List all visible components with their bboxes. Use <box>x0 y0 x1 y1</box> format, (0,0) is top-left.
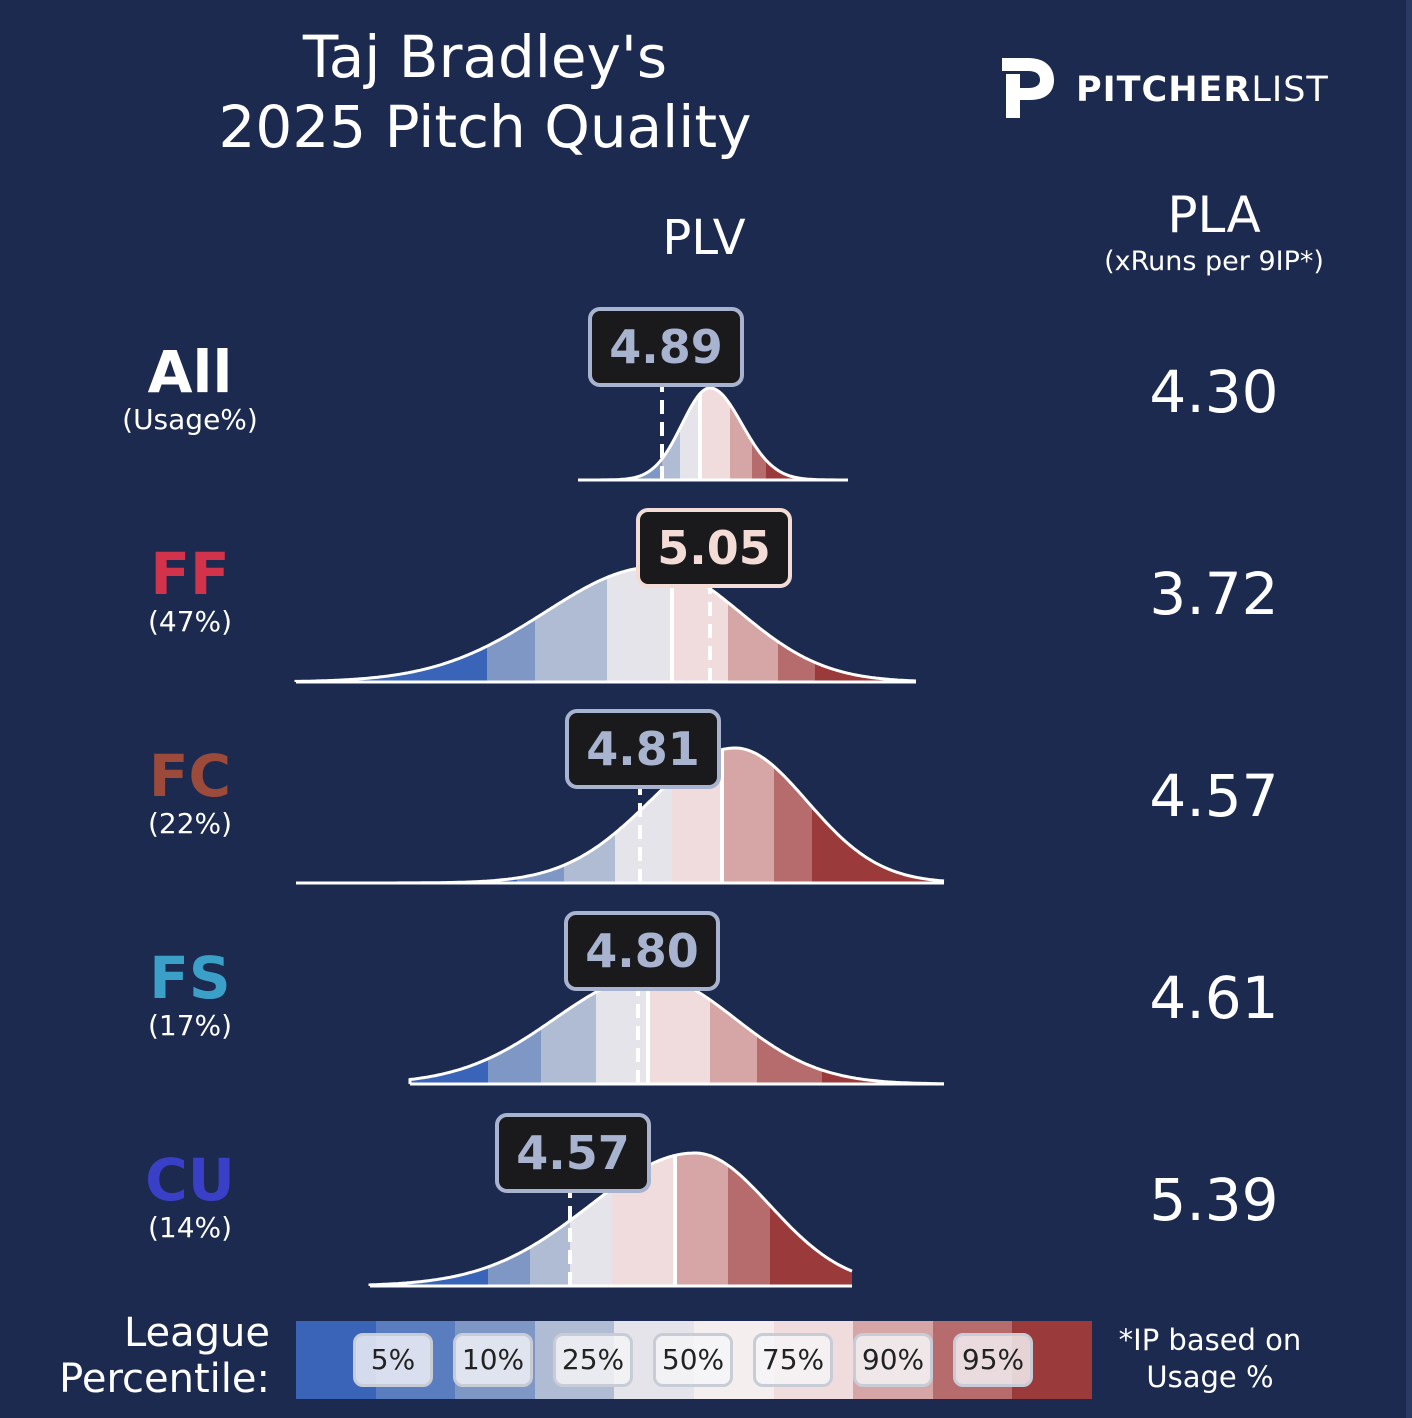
usage-all: (Usage%) <box>122 403 258 436</box>
pla-header: PLA <box>1167 186 1261 244</box>
pitcherlist-logo: PITCHERLIST <box>998 52 1358 124</box>
plv-label-box-fs <box>564 911 720 991</box>
usage-cu: (14%) <box>147 1211 233 1244</box>
plv-value-fs: 4.80 <box>585 924 699 978</box>
usage-fs: (17%) <box>147 1009 233 1042</box>
distribution-fs: 4.80 <box>408 911 944 1086</box>
band-ff-4 <box>672 569 728 682</box>
pitch-type-cu: CU <box>145 1146 235 1214</box>
band-cu-5 <box>675 1153 728 1286</box>
chart-title: Taj Bradley's 2025 Pitch Quality <box>130 22 840 162</box>
band-cu-0 <box>370 1266 488 1286</box>
row-label-fc: FC (22%) <box>70 744 310 840</box>
band-fc-3 <box>615 780 672 883</box>
band-fs-1 <box>488 1028 541 1084</box>
logo-wordmark: PITCHERLIST <box>1076 70 1329 110</box>
pla-subheader: (xRuns per 9IP*) <box>1104 246 1324 277</box>
title-line-1: Taj Bradley's <box>302 23 668 91</box>
footnote-line-2: Usage % <box>1146 1360 1274 1394</box>
band-ff-6 <box>778 641 815 682</box>
distribution-fc: 4.81 <box>296 709 945 885</box>
band-fc-5 <box>724 748 774 883</box>
plv-label-box-cu <box>495 1113 651 1193</box>
footnote: *IP based on Usage % <box>1100 1322 1320 1396</box>
legend-label-line-1: League <box>123 1310 270 1356</box>
row-label-fs: FS (17%) <box>70 946 310 1042</box>
logo-bold-text: PITCHER <box>1076 70 1252 110</box>
band-fs-3 <box>596 976 648 1084</box>
distribution-cu: 4.57 <box>368 1113 853 1288</box>
legend-tick-4: 75% <box>753 1333 833 1387</box>
legend-tick-2: 25% <box>553 1333 633 1387</box>
pla-value-fc: 4.57 <box>1149 762 1279 830</box>
frame-edge <box>1406 0 1412 1418</box>
band-fs-4 <box>648 976 710 1084</box>
plv-value-ff: 5.05 <box>657 521 771 575</box>
band-ff-0 <box>296 646 487 682</box>
row-label-ff: FF (47%) <box>70 542 310 638</box>
plv-label-box-fc <box>565 709 721 789</box>
distribution-ff: 5.05 <box>294 508 917 684</box>
legend-label-line-2: Percentile: <box>59 1356 270 1402</box>
band-all-3 <box>680 393 700 480</box>
pla-value-fs: 4.61 <box>1149 964 1279 1032</box>
pitch-type-fs: FS <box>149 944 231 1012</box>
plv-value-fc: 4.81 <box>586 722 700 776</box>
plv-label-box-all <box>588 307 744 387</box>
band-fs-7 <box>822 1070 944 1084</box>
pitcherlist-p-logo-icon <box>1002 58 1054 118</box>
band-fs-5 <box>710 999 757 1084</box>
band-all-6 <box>752 441 766 480</box>
title-line-2: 2025 Pitch Quality <box>218 93 752 161</box>
pla-value-cu: 5.39 <box>1149 1166 1279 1234</box>
band-ff-3 <box>607 567 672 682</box>
logo-light-text: LIST <box>1251 70 1329 110</box>
row-label-all: All (Usage%) <box>70 340 310 436</box>
band-ff-2 <box>535 577 607 682</box>
usage-fc: (22%) <box>147 807 233 840</box>
pla-value-ff: 3.72 <box>1149 560 1279 628</box>
legend-tick-6: 95% <box>953 1333 1033 1387</box>
plv-label-box-ff <box>636 508 792 588</box>
legend-label: League Percentile: <box>20 1310 270 1402</box>
band-cu-1 <box>488 1247 530 1286</box>
band-fc-6 <box>774 766 812 883</box>
band-ff-7 <box>815 662 916 682</box>
footnote-line-1: *IP based on <box>1118 1323 1302 1357</box>
band-all-5 <box>730 404 752 480</box>
legend-tick-1: 10% <box>453 1333 533 1387</box>
pitch-type-all: All <box>147 338 233 406</box>
band-all-1 <box>635 458 662 480</box>
plv-value-all: 4.89 <box>609 320 723 374</box>
usage-ff: (47%) <box>147 605 233 638</box>
band-cu-2 <box>530 1220 570 1286</box>
row-label-cu: CU (14%) <box>70 1148 310 1244</box>
pitch-type-ff: FF <box>150 540 230 608</box>
band-fc-2 <box>564 833 615 883</box>
band-fs-2 <box>541 992 596 1084</box>
band-ff-5 <box>728 602 778 682</box>
plv-header: PLV <box>662 210 746 266</box>
plv-value-cu: 4.57 <box>516 1126 630 1180</box>
percentile-ticks: 5% 10% 25% 50% 75% 90% 95% <box>296 1321 1092 1399</box>
band-all-4 <box>700 388 730 480</box>
band-all-2 <box>662 428 680 480</box>
curve-ff <box>294 565 917 683</box>
band-cu-7 <box>770 1205 852 1286</box>
band-ff-1 <box>487 618 535 682</box>
band-fc-7 <box>812 806 944 883</box>
legend-tick-0: 5% <box>353 1333 433 1387</box>
pla-value-all: 4.30 <box>1149 358 1279 426</box>
pitch-type-fc: FC <box>148 742 232 810</box>
legend-tick-5: 90% <box>853 1333 933 1387</box>
legend-tick-3: 50% <box>653 1333 733 1387</box>
distribution-all: 4.89 <box>578 307 848 482</box>
